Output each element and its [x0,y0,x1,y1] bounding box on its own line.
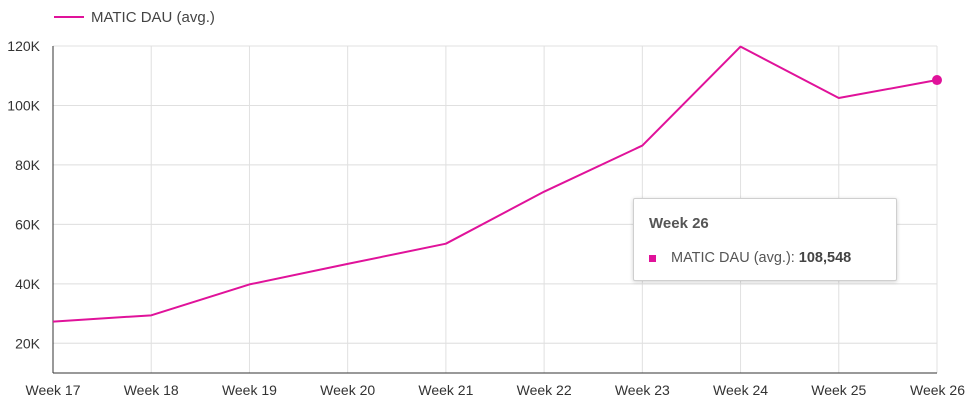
x-tick-label: Week 18 [124,382,179,398]
x-tick-label: Week 23 [615,382,670,398]
tooltip: Week 26 MATIC DAU (avg.): 108,548 [633,198,897,281]
x-tick-label: Week 24 [713,382,768,398]
y-tick-label: 120K [7,38,40,54]
y-tick-label: 60K [15,216,41,232]
y-tick-label: 20K [15,335,41,351]
legend: MATIC DAU (avg.) [54,7,215,27]
x-tick-label: Week 20 [320,382,375,398]
highlighted-point [932,75,942,86]
y-tick-label: 100K [7,97,40,113]
x-tick-label: Week 19 [222,382,277,398]
tooltip-row: MATIC DAU (avg.): 108,548 [649,250,851,266]
x-tick-label: Week 21 [418,382,473,398]
legend-label: MATIC DAU (avg.) [91,8,215,26]
x-tick-label: Week 25 [811,382,866,398]
y-tick-label: 40K [15,276,41,292]
tooltip-title: Week 26 [649,215,709,232]
series-line [52,45,938,323]
x-tick-label: Week 26 [910,382,965,398]
legend-swatch [54,16,84,18]
tooltip-swatch [649,254,656,262]
x-tick-label: Week 22 [517,382,572,398]
x-tick-label: Week 17 [26,382,81,398]
y-tick-label: 80K [15,157,41,173]
tooltip-label: MATIC DAU (avg.): [671,250,795,266]
tooltip-value: 108,548 [798,250,852,266]
